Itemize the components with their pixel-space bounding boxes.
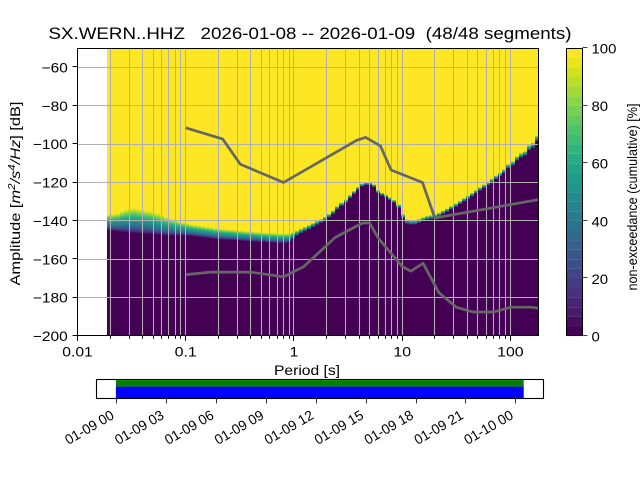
svg-text:100: 100 (497, 344, 524, 360)
svg-text:0.01: 0.01 (62, 344, 93, 360)
svg-text:20: 20 (592, 271, 609, 287)
svg-text:−100: −100 (33, 136, 68, 152)
svg-text:0: 0 (592, 328, 601, 344)
svg-text:−200: −200 (33, 328, 68, 344)
svg-text:60: 60 (592, 156, 609, 172)
svg-text:Period [s]: Period [s] (274, 362, 340, 378)
svg-text:−80: −80 (42, 98, 68, 114)
svg-text:−60: −60 (42, 59, 68, 75)
svg-text:−160: −160 (33, 251, 68, 267)
svg-text:−120: −120 (33, 175, 68, 191)
svg-text:−180: −180 (33, 290, 68, 306)
svg-text:1: 1 (290, 344, 299, 360)
svg-text:non-exceedance (cumulative) [%: non-exceedance (cumulative) [%] (624, 104, 640, 291)
svg-text:100: 100 (592, 41, 617, 57)
svg-text:Amplitude [m2/s4/Hz] [dB]: Amplitude [m2/s4/Hz] [dB] (7, 102, 23, 286)
svg-text:40: 40 (592, 213, 609, 229)
svg-text:0.1: 0.1 (175, 344, 197, 360)
svg-text:80: 80 (592, 98, 609, 114)
svg-text:−140: −140 (33, 213, 68, 229)
svg-text:10: 10 (393, 344, 411, 360)
svg-text:SX.WERN..HHZ 2026-01-08 -- 2: SX.WERN..HHZ 2026-01-08 -- 2026-01-09 (4… (49, 24, 572, 43)
